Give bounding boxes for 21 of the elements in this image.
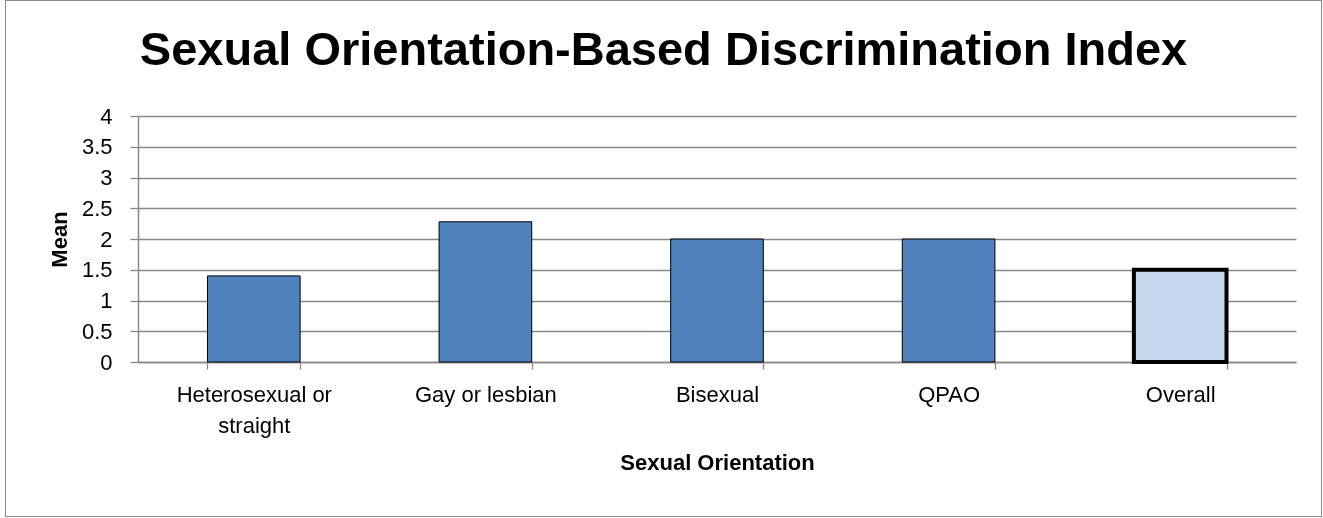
y-tick-label: 1 [100, 288, 113, 313]
bar [206, 275, 301, 363]
y-tick-label: 2 [100, 226, 113, 252]
y-axis-title: Mean [46, 211, 72, 268]
chart-title: Sexual Orientation-Based Discrimination Index [139, 22, 1188, 75]
y-tick-label: 3.5 [81, 134, 113, 160]
y-tick-label: 1.5 [81, 257, 113, 283]
y-tick-label: 4 [100, 103, 113, 129]
x-tick-label: Bisexual [675, 381, 760, 407]
x-axis-title: Sexual Orientation [620, 449, 815, 475]
bar [670, 238, 764, 363]
x-tick-label: Overall [1145, 381, 1216, 407]
x-tick-label: Gay or lesbian [414, 381, 557, 407]
bar [901, 238, 996, 363]
y-tick-label: 3 [100, 165, 113, 190]
y-tick-label: 2.5 [81, 195, 113, 221]
y-tick-label: 0.5 [81, 318, 113, 344]
x-tick-label: QPAO [918, 381, 981, 407]
y-tick-label: 0 [100, 349, 113, 375]
x-tick-label: Heterosexual or straight [176, 381, 332, 438]
bar [438, 221, 533, 363]
